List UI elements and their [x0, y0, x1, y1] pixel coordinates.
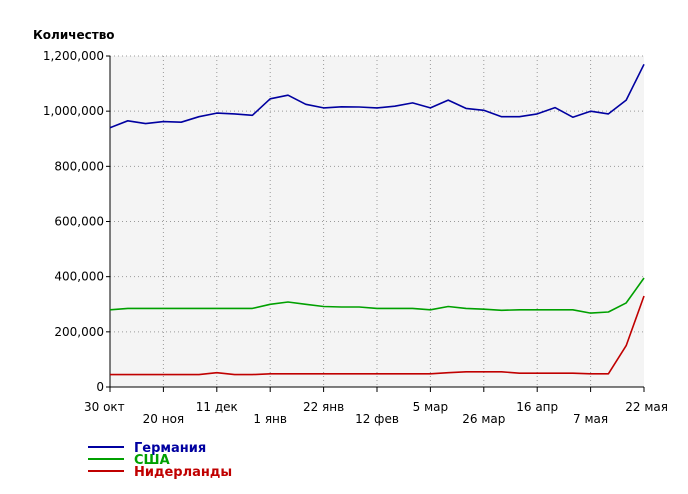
y-tick-label: 200,000 [54, 325, 104, 339]
y-tick-label: 1,200,000 [43, 49, 104, 63]
x-tick-label: 26 мар [462, 412, 505, 426]
x-tick-label: 20 ноя [143, 412, 185, 426]
x-tick-label: 22 мая [625, 400, 668, 414]
x-tick-label: 5 мар [413, 400, 448, 414]
x-tick-label: 11 дек [196, 400, 238, 414]
x-tick-label: 30 окт [84, 400, 125, 414]
series-line-1 [109, 63, 645, 129]
x-tick-label: 7 мая [573, 412, 608, 426]
legend-label-1: Германия [134, 441, 206, 456]
y-tick-label: 600,000 [54, 215, 104, 229]
y-tick-label: 1,000,000 [43, 104, 104, 118]
series-line-2 [109, 277, 645, 314]
legend-label-3: Нидерланды [134, 465, 232, 480]
legend-label-2: США [134, 453, 170, 468]
x-tick-label: 16 апр [516, 400, 558, 414]
x-tick-label: 12 фев [355, 412, 399, 426]
y-tick-label: 400,000 [54, 270, 104, 284]
plot-area: 0 200,000 400,000 600,000 800,000 1,000,000 1,… [43, 49, 668, 426]
y-axis-title: Количество [33, 28, 115, 42]
y-tick-label: 0 [96, 380, 104, 394]
x-tick-label: 1 янв [253, 412, 287, 426]
series-line-3 [110, 295, 645, 376]
x-tick-label: 22 янв [303, 400, 344, 414]
y-tick-label: 800,000 [54, 159, 104, 173]
